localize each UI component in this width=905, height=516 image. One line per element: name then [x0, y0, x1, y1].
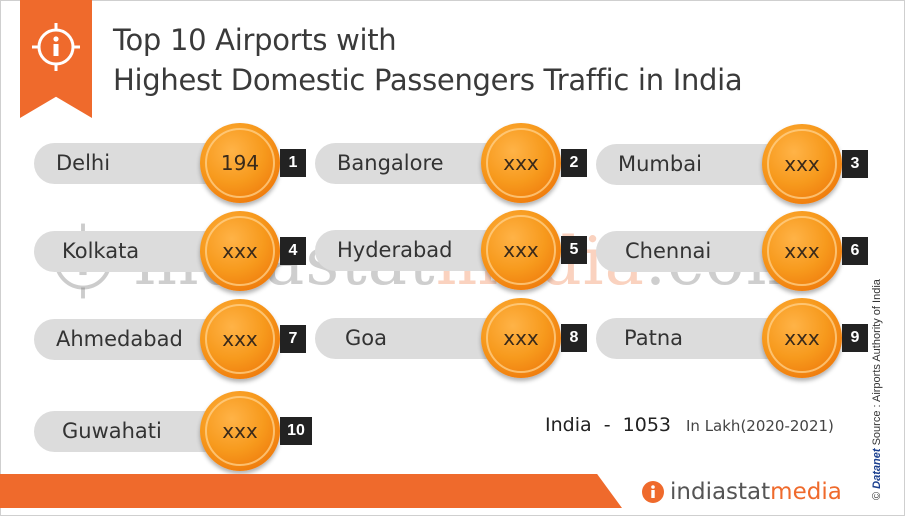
rank-badge: 1	[280, 149, 306, 177]
value-circle: xxx	[762, 211, 842, 291]
airport-item-mumbai: Mumbai xxx 3	[596, 124, 872, 204]
airport-city-label: Mumbai	[618, 152, 702, 176]
airport-city-label: Chennai	[625, 239, 712, 263]
source-credit: © Datanet Source : Airports Authority of…	[871, 279, 883, 500]
title-line-2: Highest Domestic Passengers Traffic in I…	[113, 63, 743, 97]
rank-badge: 7	[280, 325, 306, 353]
airport-item-ahmedabad: Ahmedabad xxx 7	[34, 299, 310, 379]
airport-name-pill	[34, 411, 230, 452]
unit-label: In Lakh(2020-2021)	[686, 417, 834, 435]
airport-name-pill	[34, 143, 230, 184]
airport-item-patna: Patna xxx 9	[596, 298, 872, 378]
value-label: xxx	[784, 326, 820, 350]
airport-city-label: Patna	[624, 326, 684, 350]
airport-name-pill	[596, 231, 792, 272]
chart-title: Top 10 Airports with Highest Domestic Pa…	[113, 20, 743, 100]
airport-city-label: Delhi	[56, 151, 111, 175]
indiastat-logo: indiastatmedia	[641, 479, 842, 505]
logo-part-1: indiastat	[670, 479, 771, 505]
rank-badge: 2	[561, 149, 587, 177]
value-circle: xxx	[481, 123, 561, 203]
logo-text: indiastatmedia	[670, 479, 842, 505]
footer-bar	[0, 474, 622, 508]
value-label: xxx	[503, 238, 539, 262]
airport-item-guwahati: Guwahati xxx 10	[34, 391, 312, 471]
value-label: xxx	[503, 326, 539, 350]
airport-name-pill	[34, 231, 230, 272]
value-circle: 194	[200, 123, 280, 203]
airport-city-label: Guwahati	[62, 419, 162, 443]
rank-badge: 5	[561, 236, 587, 264]
airport-name-pill	[34, 319, 230, 360]
logo-part-2: media	[770, 479, 842, 505]
airport-name-pill	[315, 318, 511, 359]
airport-city-label: Hyderabad	[337, 238, 453, 262]
value-circle: xxx	[200, 391, 280, 471]
value-circle: xxx	[762, 124, 842, 204]
rank-badge: 9	[842, 324, 868, 352]
value-label: xxx	[222, 327, 258, 351]
airport-city-label: Kolkata	[62, 239, 140, 263]
airport-city-label: Ahmedabad	[56, 327, 183, 351]
airport-name-pill	[315, 143, 511, 184]
value-label: xxx	[222, 419, 258, 443]
info-icon	[32, 23, 80, 71]
rank-badge: 3	[842, 150, 868, 178]
airport-name-pill	[315, 230, 511, 271]
airport-city-label: Bangalore	[337, 151, 444, 175]
value-label: 194	[220, 151, 260, 175]
value-circle: xxx	[200, 211, 280, 291]
value-label: xxx	[503, 151, 539, 175]
source-text: Source : Airports Authority of India	[871, 279, 883, 446]
rank-badge: 4	[280, 237, 306, 265]
airport-city-label: Goa	[345, 326, 387, 350]
airport-item-chennai: Chennai xxx 6	[596, 211, 872, 291]
value-circle: xxx	[481, 298, 561, 378]
value-circle: xxx	[762, 298, 842, 378]
rank-badge: 6	[842, 237, 868, 265]
airport-item-hyderabad: Hyderabad xxx 5	[315, 210, 591, 290]
india-total-label: India - 1053	[545, 414, 671, 436]
airport-name-pill	[596, 318, 792, 359]
rank-badge: 10	[280, 417, 312, 445]
value-circle: xxx	[200, 299, 280, 379]
logo-info-icon	[642, 481, 664, 503]
airport-item-goa: Goa xxx 8	[315, 298, 591, 378]
value-circle: xxx	[481, 210, 561, 290]
airport-item-bangalore: Bangalore xxx 2	[315, 123, 591, 203]
value-label: xxx	[784, 239, 820, 263]
airport-item-kolkata: Kolkata xxx 4	[34, 211, 310, 291]
value-label: xxx	[222, 239, 258, 263]
airport-name-pill	[596, 144, 792, 185]
title-line-1: Top 10 Airports with	[113, 23, 397, 57]
value-label: xxx	[784, 152, 820, 176]
datanet-brand: Datanet	[871, 448, 883, 489]
rank-badge: 8	[561, 324, 587, 352]
airport-item-delhi: Delhi 194 1	[34, 123, 310, 203]
